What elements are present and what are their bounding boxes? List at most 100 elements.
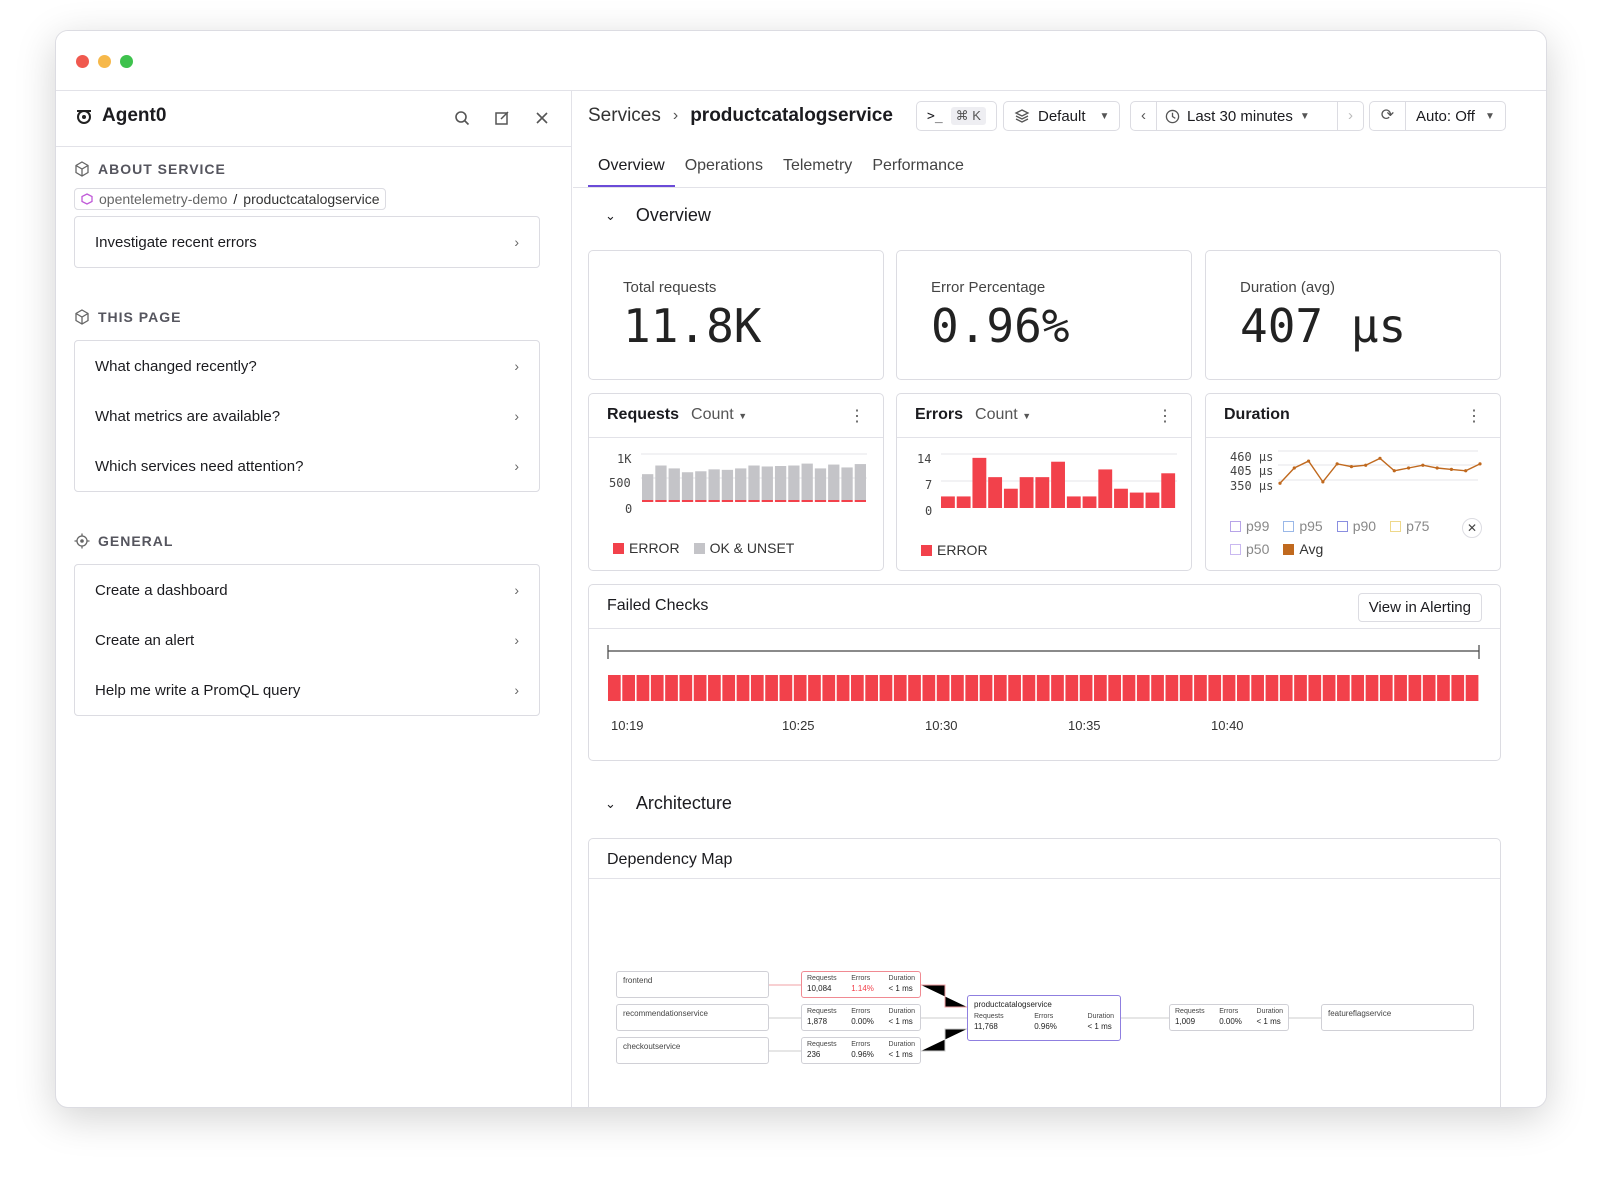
failed-check-bar <box>1379 675 1393 701</box>
more-vertical-icon[interactable]: ⋮ <box>1466 408 1482 425</box>
breadcrumb: Services › productcatalogservice <box>588 105 893 127</box>
next-range-button[interactable]: › <box>1337 102 1363 130</box>
dependency-map-panel: Dependency Map frontend recommendationse… <box>588 838 1501 1107</box>
failed-check-bar <box>736 675 750 701</box>
agent-brand: Agent0 <box>74 105 166 127</box>
legend-ok[interactable]: OK & UNSET <box>693 540 794 556</box>
failed-check-bar <box>765 675 778 701</box>
suggestion-item[interactable]: Create a dashboard › <box>95 581 519 599</box>
failed-check-bar <box>1008 675 1021 701</box>
time-tick: 10:35 <box>1068 718 1101 733</box>
failed-check-bar <box>779 675 793 701</box>
refresh-group: ⟳ Auto: Off ▼ <box>1369 101 1506 131</box>
suggestion-item[interactable]: Which services need attention? › <box>95 457 519 475</box>
tab-operations[interactable]: Operations <box>684 157 763 174</box>
dependency-node-checkoutservice[interactable]: checkoutservice <box>616 1037 769 1064</box>
datasource-select[interactable]: Default ▼ <box>1003 101 1121 131</box>
previous-range-button[interactable]: ‹ <box>1131 102 1157 130</box>
suggestion-item[interactable]: What changed recently? › <box>95 357 519 375</box>
dependency-node-frontend[interactable]: frontend <box>616 971 769 998</box>
suggestion-item[interactable]: Create an alert › <box>95 631 519 649</box>
legend-p99[interactable]: p99 <box>1230 518 1269 534</box>
maximize-window-button[interactable] <box>120 55 133 68</box>
requests-error-bar <box>788 500 800 502</box>
requests-mode-select[interactable]: Count ▼ <box>691 406 748 423</box>
time-tick: 10:19 <box>611 718 644 733</box>
legend-error[interactable]: ERROR <box>921 542 988 558</box>
requests-ok-bar <box>748 465 760 500</box>
more-vertical-icon[interactable]: ⋮ <box>849 408 865 425</box>
legend-p50[interactable]: p50 <box>1230 541 1269 557</box>
dependency-node-recommendationservice[interactable]: recommendationservice <box>616 1004 769 1031</box>
failed-check-bar <box>1265 675 1279 701</box>
failed-check-bar <box>1051 675 1064 701</box>
architecture-section-toggle[interactable]: ⌄ Architecture <box>605 793 732 813</box>
legend-p95[interactable]: p95 <box>1283 518 1323 534</box>
minimize-window-button[interactable] <box>98 55 111 68</box>
failed-check-bar <box>1022 675 1036 701</box>
command-palette-button[interactable]: >_ ⌘ K <box>916 101 997 131</box>
failed-check-bar <box>1451 675 1465 701</box>
new-chat-icon[interactable] <box>491 107 513 129</box>
legend-p75[interactable]: p75 <box>1390 518 1429 534</box>
chevron-right-icon: › <box>672 107 679 124</box>
legend-error[interactable]: ERROR <box>613 540 680 556</box>
suggestion-item[interactable]: Help me write a PromQL query › <box>95 681 519 699</box>
duration-point <box>1478 462 1482 466</box>
errors-bar <box>1082 496 1097 508</box>
time-range-group: ‹ Last 30 minutes ▼ › <box>1130 101 1364 131</box>
tab-performance[interactable]: Performance <box>872 157 964 174</box>
title-bar <box>56 31 1546 91</box>
search-icon[interactable] <box>451 107 473 129</box>
failed-check-bar <box>865 675 879 701</box>
auto-refresh-select[interactable]: Auto: Off ▼ <box>1416 107 1495 125</box>
suggestion-item[interactable]: Investigate recent errors › <box>95 233 519 251</box>
tab-overview[interactable]: Overview <box>588 151 675 188</box>
close-window-button[interactable] <box>76 55 89 68</box>
requests-ok-bar <box>828 464 840 500</box>
about-card: Investigate recent errors › <box>74 216 540 268</box>
chevron-right-icon: › <box>514 458 519 474</box>
edge-metrics-featureflagservice: Requests 1,009 Errors 0.00% Duration < 1 ms <box>1169 1004 1289 1031</box>
overview-section-toggle[interactable]: ⌄ Overview <box>605 205 711 225</box>
layers-icon <box>1014 109 1030 123</box>
requests-error-bar <box>761 500 773 502</box>
requests-ok-bar <box>681 472 694 500</box>
legend-p90[interactable]: p90 <box>1336 518 1376 534</box>
clear-legend-icon[interactable]: ✕ <box>1462 518 1482 538</box>
suggestion-item[interactable]: What metrics are available? › <box>95 407 519 425</box>
more-vertical-icon[interactable]: ⋮ <box>1157 408 1173 425</box>
duration-point <box>1306 459 1311 463</box>
failed-checks-panel: Failed Checks View in Alerting 10:19 10:… <box>588 584 1501 761</box>
refresh-icon[interactable]: ⟳ <box>1370 102 1406 130</box>
failed-check-bar <box>1365 675 1379 701</box>
failed-check-bar <box>636 675 650 701</box>
failed-check-bar <box>1151 675 1164 701</box>
requests-error-bar <box>774 500 787 502</box>
tab-bar: Overview Operations Telemetry Performanc… <box>588 151 974 188</box>
failed-check-bar <box>1251 675 1264 701</box>
edge-metrics-frontend: Requests 10,084 Errors 1.14% Duration < 1 m… <box>801 971 921 998</box>
requests-ok-bar <box>735 468 747 500</box>
failed-check-bar <box>1351 675 1365 701</box>
stat-duration-avg: Duration (avg) 407 µs <box>1205 250 1501 380</box>
close-icon[interactable] <box>531 107 553 129</box>
errors-mode-select[interactable]: Count ▼ <box>975 406 1032 423</box>
time-range-select[interactable]: Last 30 minutes ▼ <box>1157 108 1318 125</box>
requests-ok-bar <box>774 466 787 500</box>
duration-panel: Duration ⋮ 460 µs 405 µs 350 µs p99 p95 … <box>1205 393 1501 571</box>
tab-telemetry[interactable]: Telemetry <box>782 157 853 174</box>
errors-bar <box>1114 488 1128 508</box>
failed-check-bar <box>993 675 1007 701</box>
dependency-node-featureflagservice[interactable]: featureflagservice <box>1321 1004 1474 1031</box>
service-page: Services › productcatalogservice >_ ⌘ K … <box>573 91 1546 1107</box>
dependency-node-productcatalogservice[interactable]: productcatalogservice Requests 11,768 Err… <box>967 995 1121 1041</box>
failed-check-bar <box>922 675 936 701</box>
breadcrumb-root[interactable]: Services <box>588 105 661 126</box>
duration-point <box>1392 469 1396 473</box>
legend-avg[interactable]: Avg <box>1283 541 1323 557</box>
chevron-right-icon: › <box>514 358 519 374</box>
view-in-alerting-button[interactable]: View in Alerting <box>1357 593 1482 622</box>
failed-check-bar <box>1465 675 1479 701</box>
failed-check-bar <box>1122 675 1136 701</box>
